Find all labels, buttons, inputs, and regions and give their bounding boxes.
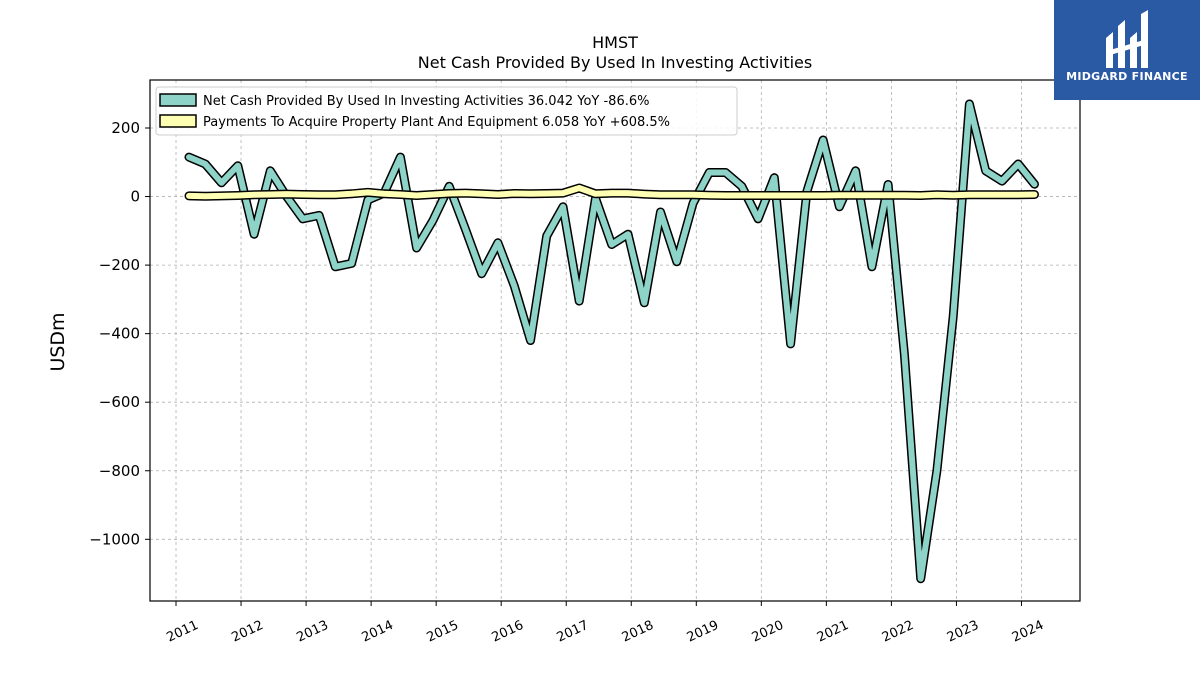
y-axis-label: USDm	[47, 312, 69, 371]
legend-box	[155, 86, 738, 136]
plot-frame	[149, 79, 1081, 602]
x-tick-label: 2014	[360, 618, 396, 646]
x-tick-label: 2024	[1010, 618, 1046, 646]
x-tick-label: 2022	[880, 618, 916, 646]
x-tick-label: 2023	[945, 618, 981, 646]
series-outline-net-cash	[184, 99, 1039, 584]
x-tick-label: 2011	[164, 618, 200, 646]
series-line-ppe	[186, 185, 1038, 200]
x-tick-label: 2015	[425, 618, 461, 646]
plot-series	[184, 99, 1039, 584]
logo: MIDGARD FINANCE	[1054, 0, 1200, 100]
x-tick-label: 2012	[229, 618, 265, 646]
y-tick-label: 0	[130, 188, 140, 206]
x-axis-ticks: 2011 2012 2013 2014 2015 2016 2017 2018 2019 2020…	[164, 601, 1046, 646]
y-tick-label: −1000	[89, 530, 140, 548]
series-line-net-cash	[186, 101, 1038, 582]
y-tick-label: 200	[111, 119, 140, 137]
x-tick-label: 2021	[815, 618, 851, 646]
x-tick-label: 2013	[295, 618, 331, 646]
legend-label-net-cash: Net Cash Provided By Used In Investing A…	[203, 94, 649, 109]
x-tick-label: 2017	[555, 618, 591, 646]
y-tick-label: −200	[99, 256, 140, 274]
x-tick-label: 2019	[685, 618, 721, 646]
y-tick-label: −400	[99, 325, 140, 343]
grid-lines	[150, 80, 1080, 601]
y-axis-ticks: 200 0 −200 −400 −600 −800 −1000	[89, 119, 150, 548]
logo-text: MIDGARD FINANCE	[1066, 70, 1188, 83]
legend-label-ppe: Payments To Acquire Property Plant And E…	[203, 115, 670, 130]
legend-swatch-net-cash	[159, 93, 197, 107]
chart-title: HMST	[592, 33, 638, 52]
logo-mark-icon	[1106, 10, 1148, 68]
legend-swatch-ppe	[159, 114, 197, 128]
chart-subtitle: Net Cash Provided By Used In Investing A…	[418, 53, 812, 72]
x-tick-label: 2018	[620, 618, 656, 646]
legend: Net Cash Provided By Used In Investing A…	[155, 86, 738, 136]
y-tick-label: −600	[99, 393, 140, 411]
y-tick-label: −800	[99, 462, 140, 480]
x-tick-label: 2016	[490, 618, 526, 646]
x-tick-label: 2020	[750, 618, 786, 646]
